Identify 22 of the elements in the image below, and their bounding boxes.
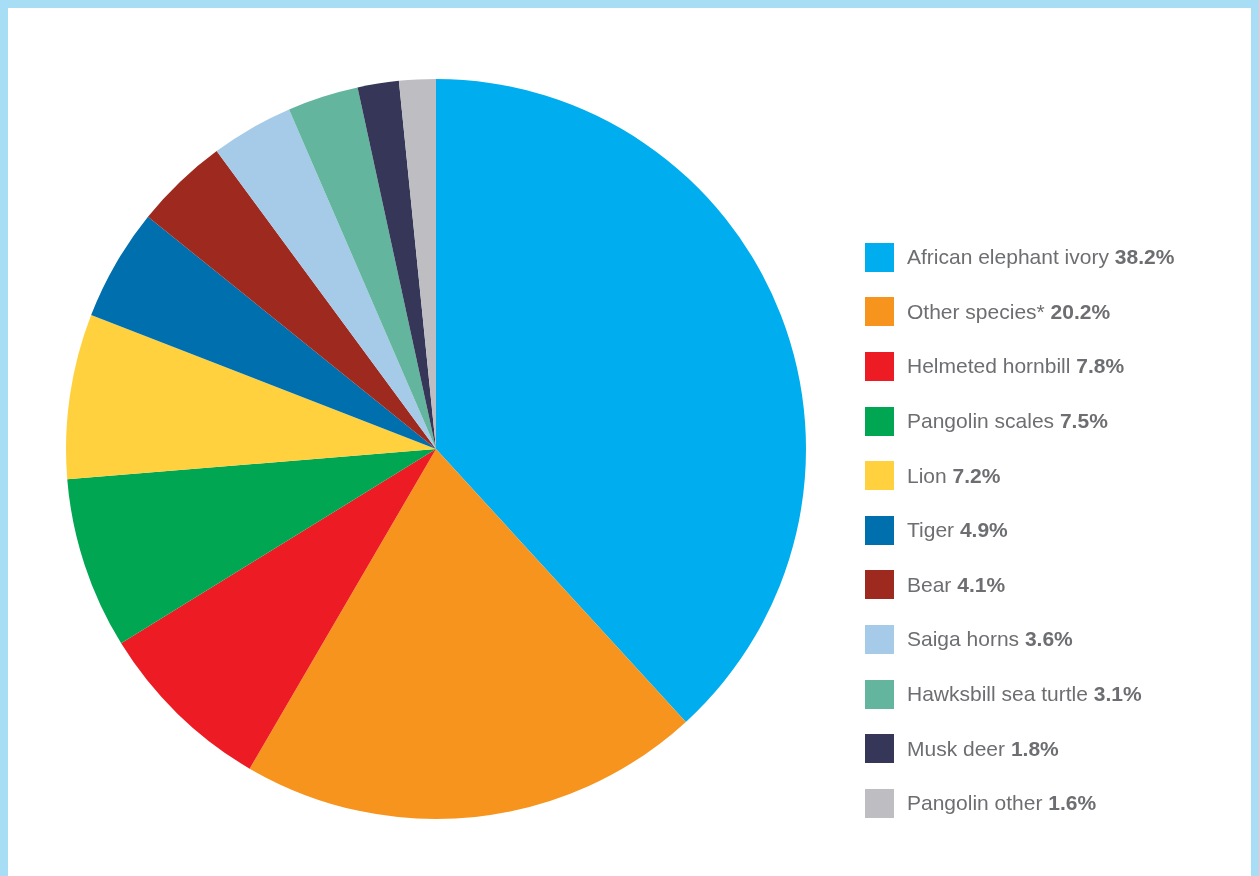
data-label: 4.9%: [959, 518, 1008, 542]
legend-label: Musk deer: [907, 736, 1006, 760]
legend-label: African elephant ivory: [907, 245, 1109, 269]
legend-label: Helmeted hornbill: [907, 354, 1071, 378]
legend-label: Lion: [907, 463, 947, 487]
legend-label: Other species*: [907, 299, 1045, 323]
data-label: 3.6%: [1024, 627, 1073, 651]
data-label: 1.8%: [1010, 736, 1059, 760]
legend-label: Saiga horns: [907, 627, 1020, 651]
data-label: 4.1%: [957, 572, 1006, 596]
legend-label: Hawksbill sea turtle: [907, 682, 1088, 706]
legend-label: Pangolin scales: [907, 409, 1055, 433]
data-label: 7.2%: [952, 463, 1001, 487]
data-label: 3.1%: [1093, 682, 1142, 706]
data-label: 20.2%: [1050, 299, 1111, 323]
data-label: 1.6%: [1048, 791, 1097, 815]
data-label: 38.2%: [1114, 245, 1175, 269]
data-label: 7.8%: [1076, 354, 1125, 378]
legend-label: Tiger: [907, 518, 955, 542]
legend-label: Pangolin other: [907, 791, 1043, 815]
data-label: 7.5%: [1059, 409, 1108, 433]
legend-label: Bear: [907, 572, 952, 596]
